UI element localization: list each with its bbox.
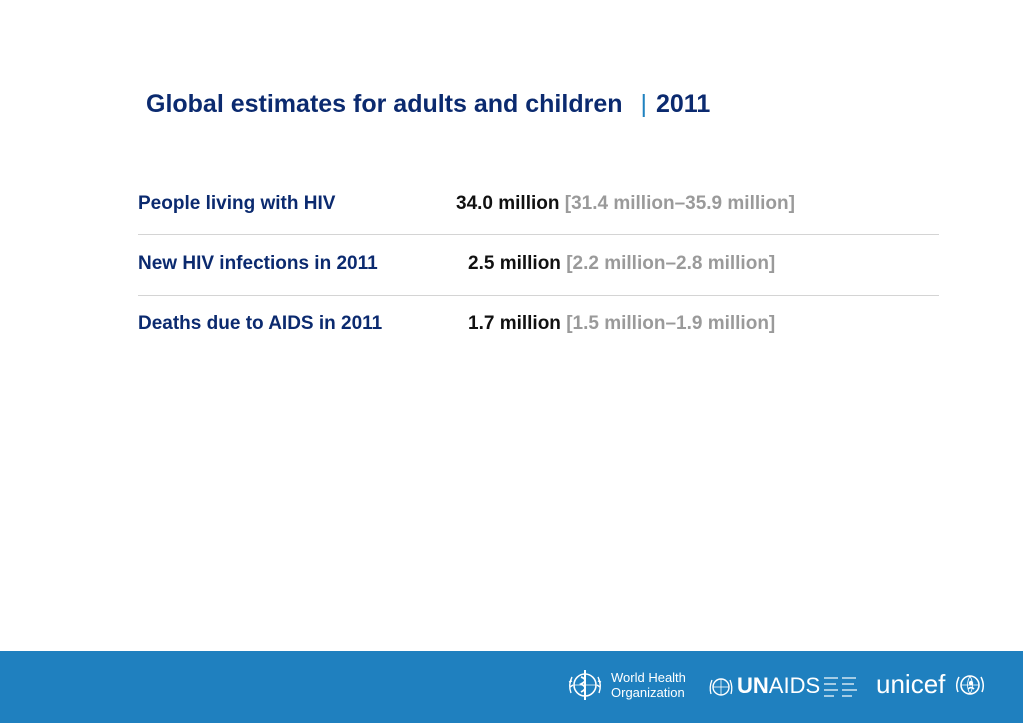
estimate-row-living: People living with HIV 34.0 million [31.… bbox=[138, 193, 938, 217]
who-line-2: Organization bbox=[611, 685, 685, 700]
who-logo-text: World Health Organization bbox=[611, 670, 686, 700]
unaids-un: UN bbox=[737, 673, 769, 698]
unicef-emblem-icon bbox=[955, 675, 985, 695]
row-value: 2.5 million bbox=[468, 253, 561, 274]
row-label: New HIV infections in 2011 bbox=[138, 253, 378, 274]
row-range: [31.4 million–35.9 million] bbox=[564, 193, 795, 214]
unicef-logo-text: unicef bbox=[876, 669, 946, 699]
row-value: 34.0 million bbox=[456, 193, 560, 214]
row-range: [2.2 million–2.8 million] bbox=[566, 253, 776, 274]
unaids-aids: AIDS bbox=[768, 673, 821, 698]
unaids-logo-text: UNAIDS bbox=[737, 673, 820, 699]
slide-title: Global estimates for adults and children… bbox=[146, 90, 710, 119]
row-label: People living with HIV bbox=[138, 193, 336, 214]
row-range: [1.5 million–1.9 million] bbox=[566, 313, 776, 334]
row-value-group: 2.5 million [2.2 million–2.8 million] bbox=[468, 253, 775, 275]
row-value-group: 1.7 million [1.5 million–1.9 million] bbox=[468, 313, 775, 335]
estimate-row-deaths: Deaths due to AIDS in 2011 1.7 million [… bbox=[138, 313, 938, 337]
title-main: Global estimates for adults and children bbox=[146, 90, 623, 118]
unaids-emblem-icon bbox=[709, 678, 733, 696]
who-line-1: World Health bbox=[611, 670, 686, 685]
title-separator: | bbox=[640, 90, 648, 118]
title-year: 2011 bbox=[656, 90, 711, 118]
footer-bar bbox=[0, 651, 1023, 723]
row-value: 1.7 million bbox=[468, 313, 561, 334]
unaids-subtitle-lines bbox=[824, 677, 857, 697]
estimate-row-new-infections: New HIV infections in 2011 2.5 million [… bbox=[138, 253, 938, 277]
who-emblem-icon bbox=[568, 670, 602, 700]
row-value-group: 34.0 million [31.4 million–35.9 million] bbox=[456, 193, 795, 215]
row-divider bbox=[138, 295, 939, 296]
row-divider bbox=[138, 234, 939, 235]
row-label: Deaths due to AIDS in 2011 bbox=[138, 313, 383, 334]
